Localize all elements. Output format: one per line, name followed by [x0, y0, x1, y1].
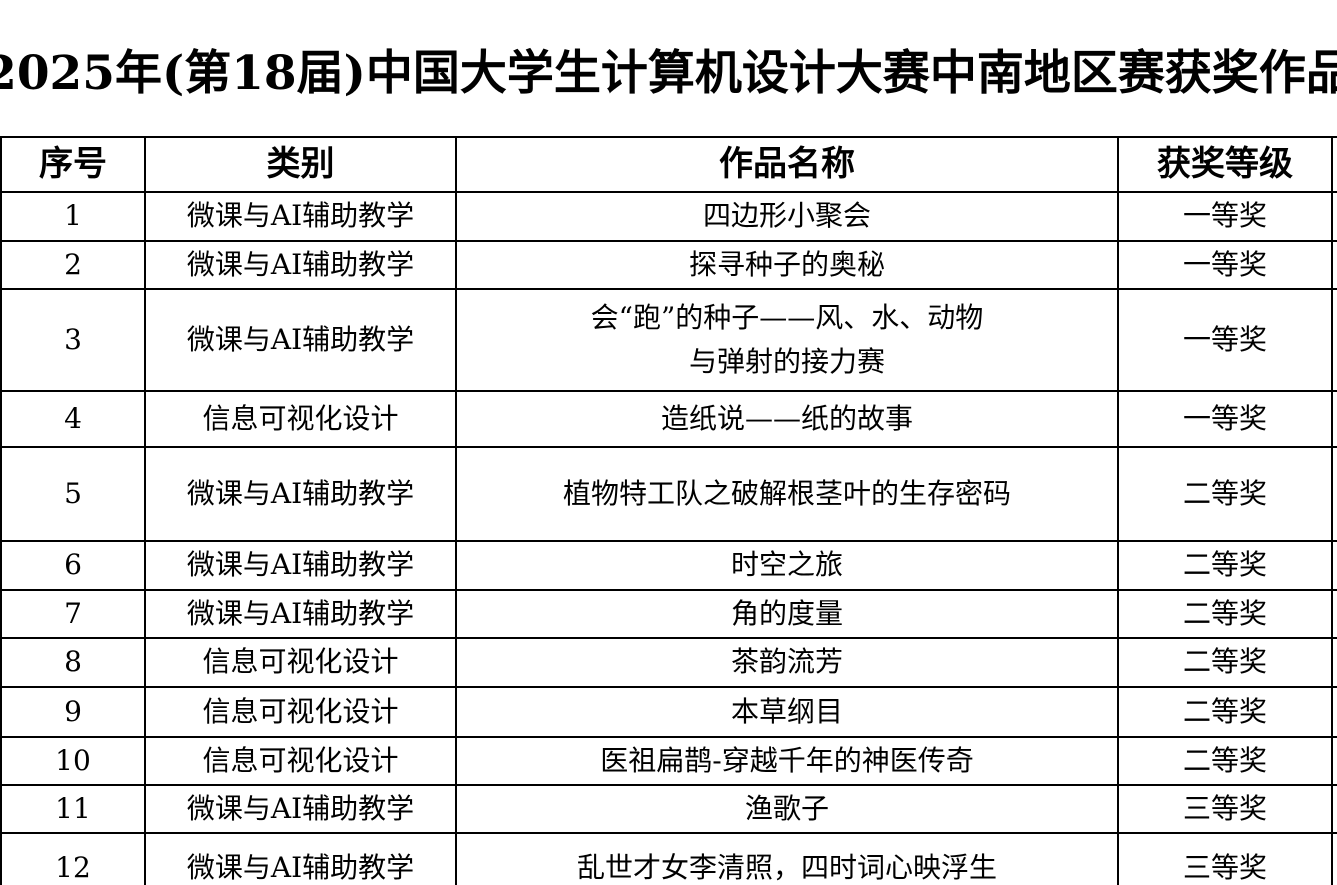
cell-no: 1 — [0, 190, 146, 242]
table-row: 6 微课与AI辅助教学 时空之旅 二等奖 — [0, 539, 1337, 591]
cell-award: 二等奖 — [1117, 685, 1333, 738]
cell-no: 5 — [0, 445, 146, 542]
cell-work: 茶韵流芳 — [455, 636, 1119, 688]
cell-work: 会“跑”的种子——风、水、动物 与弹射的接力赛 — [455, 287, 1119, 392]
cell-no: 10 — [0, 735, 146, 786]
cell-no: 11 — [0, 783, 146, 834]
cell-category: 微课与AI辅助教学 — [144, 190, 457, 242]
cell-category: 信息可视化设计 — [144, 636, 457, 688]
cell-work: 造纸说——纸的故事 — [455, 389, 1119, 448]
title-bar: 2025年(第18届)中国大学生计算机设计大赛中南地区赛获奖作品 — [0, 0, 1337, 136]
cell-category: 微课与AI辅助教学 — [144, 588, 457, 639]
cell-award: 一等奖 — [1117, 239, 1333, 290]
table-row: 7 微课与AI辅助教学 角的度量 二等奖 — [0, 588, 1337, 639]
cell-category: 微课与AI辅助教学 — [144, 445, 457, 542]
cropped-column-sliver — [1331, 239, 1337, 290]
cropped-column-sliver — [1331, 445, 1337, 542]
cell-work: 探寻种子的奥秘 — [455, 239, 1119, 290]
cell-no: 9 — [0, 685, 146, 738]
cell-award: 二等奖 — [1117, 445, 1333, 542]
cropped-column-sliver — [1331, 190, 1337, 242]
cell-category: 微课与AI辅助教学 — [144, 831, 457, 885]
cell-category: 微课与AI辅助教学 — [144, 783, 457, 834]
cropped-column-sliver — [1331, 636, 1337, 688]
cell-award: 三等奖 — [1117, 783, 1333, 834]
cell-work: 医祖扁鹊-穿越千年的神医传奇 — [455, 735, 1119, 786]
cell-work: 时空之旅 — [455, 539, 1119, 591]
cell-no: 12 — [0, 831, 146, 885]
cell-award: 二等奖 — [1117, 588, 1333, 639]
cell-award: 一等奖 — [1117, 389, 1333, 448]
awards-table: 序号 类别 作品名称 获奖等级 1 微课与AI辅助教学 四边形小聚会 一等奖 2 微课与A… — [0, 136, 1337, 885]
cell-award: 一等奖 — [1117, 287, 1333, 392]
table-row: 1 微课与AI辅助教学 四边形小聚会 一等奖 — [0, 190, 1337, 242]
column-header-category: 类别 — [144, 136, 457, 193]
cell-work: 四边形小聚会 — [455, 190, 1119, 242]
cell-award: 一等奖 — [1117, 190, 1333, 242]
table-row: 4 信息可视化设计 造纸说——纸的故事 一等奖 — [0, 389, 1337, 448]
cell-no: 7 — [0, 588, 146, 639]
column-header-work: 作品名称 — [455, 136, 1119, 193]
cell-category: 微课与AI辅助教学 — [144, 539, 457, 591]
table-row: 12 微课与AI辅助教学 乱世才女李清照，四时词心映浮生 三等奖 — [0, 831, 1337, 885]
cell-no: 3 — [0, 287, 146, 392]
cell-no: 8 — [0, 636, 146, 688]
table-row: 8 信息可视化设计 茶韵流芳 二等奖 — [0, 636, 1337, 688]
cell-work: 乱世才女李清照，四时词心映浮生 — [455, 831, 1119, 885]
column-header-award: 获奖等级 — [1117, 136, 1333, 193]
cropped-column-sliver — [1331, 588, 1337, 639]
table-row: 5 微课与AI辅助教学 植物特工队之破解根茎叶的生存密码 二等奖 — [0, 445, 1337, 542]
cell-award: 二等奖 — [1117, 636, 1333, 688]
cell-category: 信息可视化设计 — [144, 735, 457, 786]
header-row: 序号 类别 作品名称 获奖等级 — [0, 136, 1337, 193]
cropped-column-sliver — [1331, 287, 1337, 392]
cell-award: 三等奖 — [1117, 831, 1333, 885]
table-row: 9 信息可视化设计 本草纲目 二等奖 — [0, 685, 1337, 738]
cell-award: 二等奖 — [1117, 735, 1333, 786]
table-row: 2 微课与AI辅助教学 探寻种子的奥秘 一等奖 — [0, 239, 1337, 290]
column-header-no: 序号 — [0, 136, 146, 193]
cropped-column-sliver — [1331, 831, 1337, 885]
table-row: 11 微课与AI辅助教学 渔歌子 三等奖 — [0, 783, 1337, 834]
cropped-column-sliver — [1331, 539, 1337, 591]
cell-work: 植物特工队之破解根茎叶的生存密码 — [455, 445, 1119, 542]
cell-category: 微课与AI辅助教学 — [144, 239, 457, 290]
cropped-column-sliver — [1331, 136, 1337, 193]
cell-no: 6 — [0, 539, 146, 591]
cell-work: 本草纲目 — [455, 685, 1119, 738]
cell-work: 渔歌子 — [455, 783, 1119, 834]
cell-category: 微课与AI辅助教学 — [144, 287, 457, 392]
cropped-column-sliver — [1331, 685, 1337, 738]
cropped-column-sliver — [1331, 783, 1337, 834]
cell-no: 2 — [0, 239, 146, 290]
cell-category: 信息可视化设计 — [144, 685, 457, 738]
cropped-column-sliver — [1331, 389, 1337, 448]
cell-category: 信息可视化设计 — [144, 389, 457, 448]
cropped-column-sliver — [1331, 735, 1337, 786]
table-row: 10 信息可视化设计 医祖扁鹊-穿越千年的神医传奇 二等奖 — [0, 735, 1337, 786]
cell-no: 4 — [0, 389, 146, 448]
cell-award: 二等奖 — [1117, 539, 1333, 591]
table-row: 3 微课与AI辅助教学 会“跑”的种子——风、水、动物 与弹射的接力赛 一等奖 — [0, 287, 1337, 392]
cell-work: 角的度量 — [455, 588, 1119, 639]
page-title: 2025年(第18届)中国大学生计算机设计大赛中南地区赛获奖作品 — [0, 45, 1337, 101]
